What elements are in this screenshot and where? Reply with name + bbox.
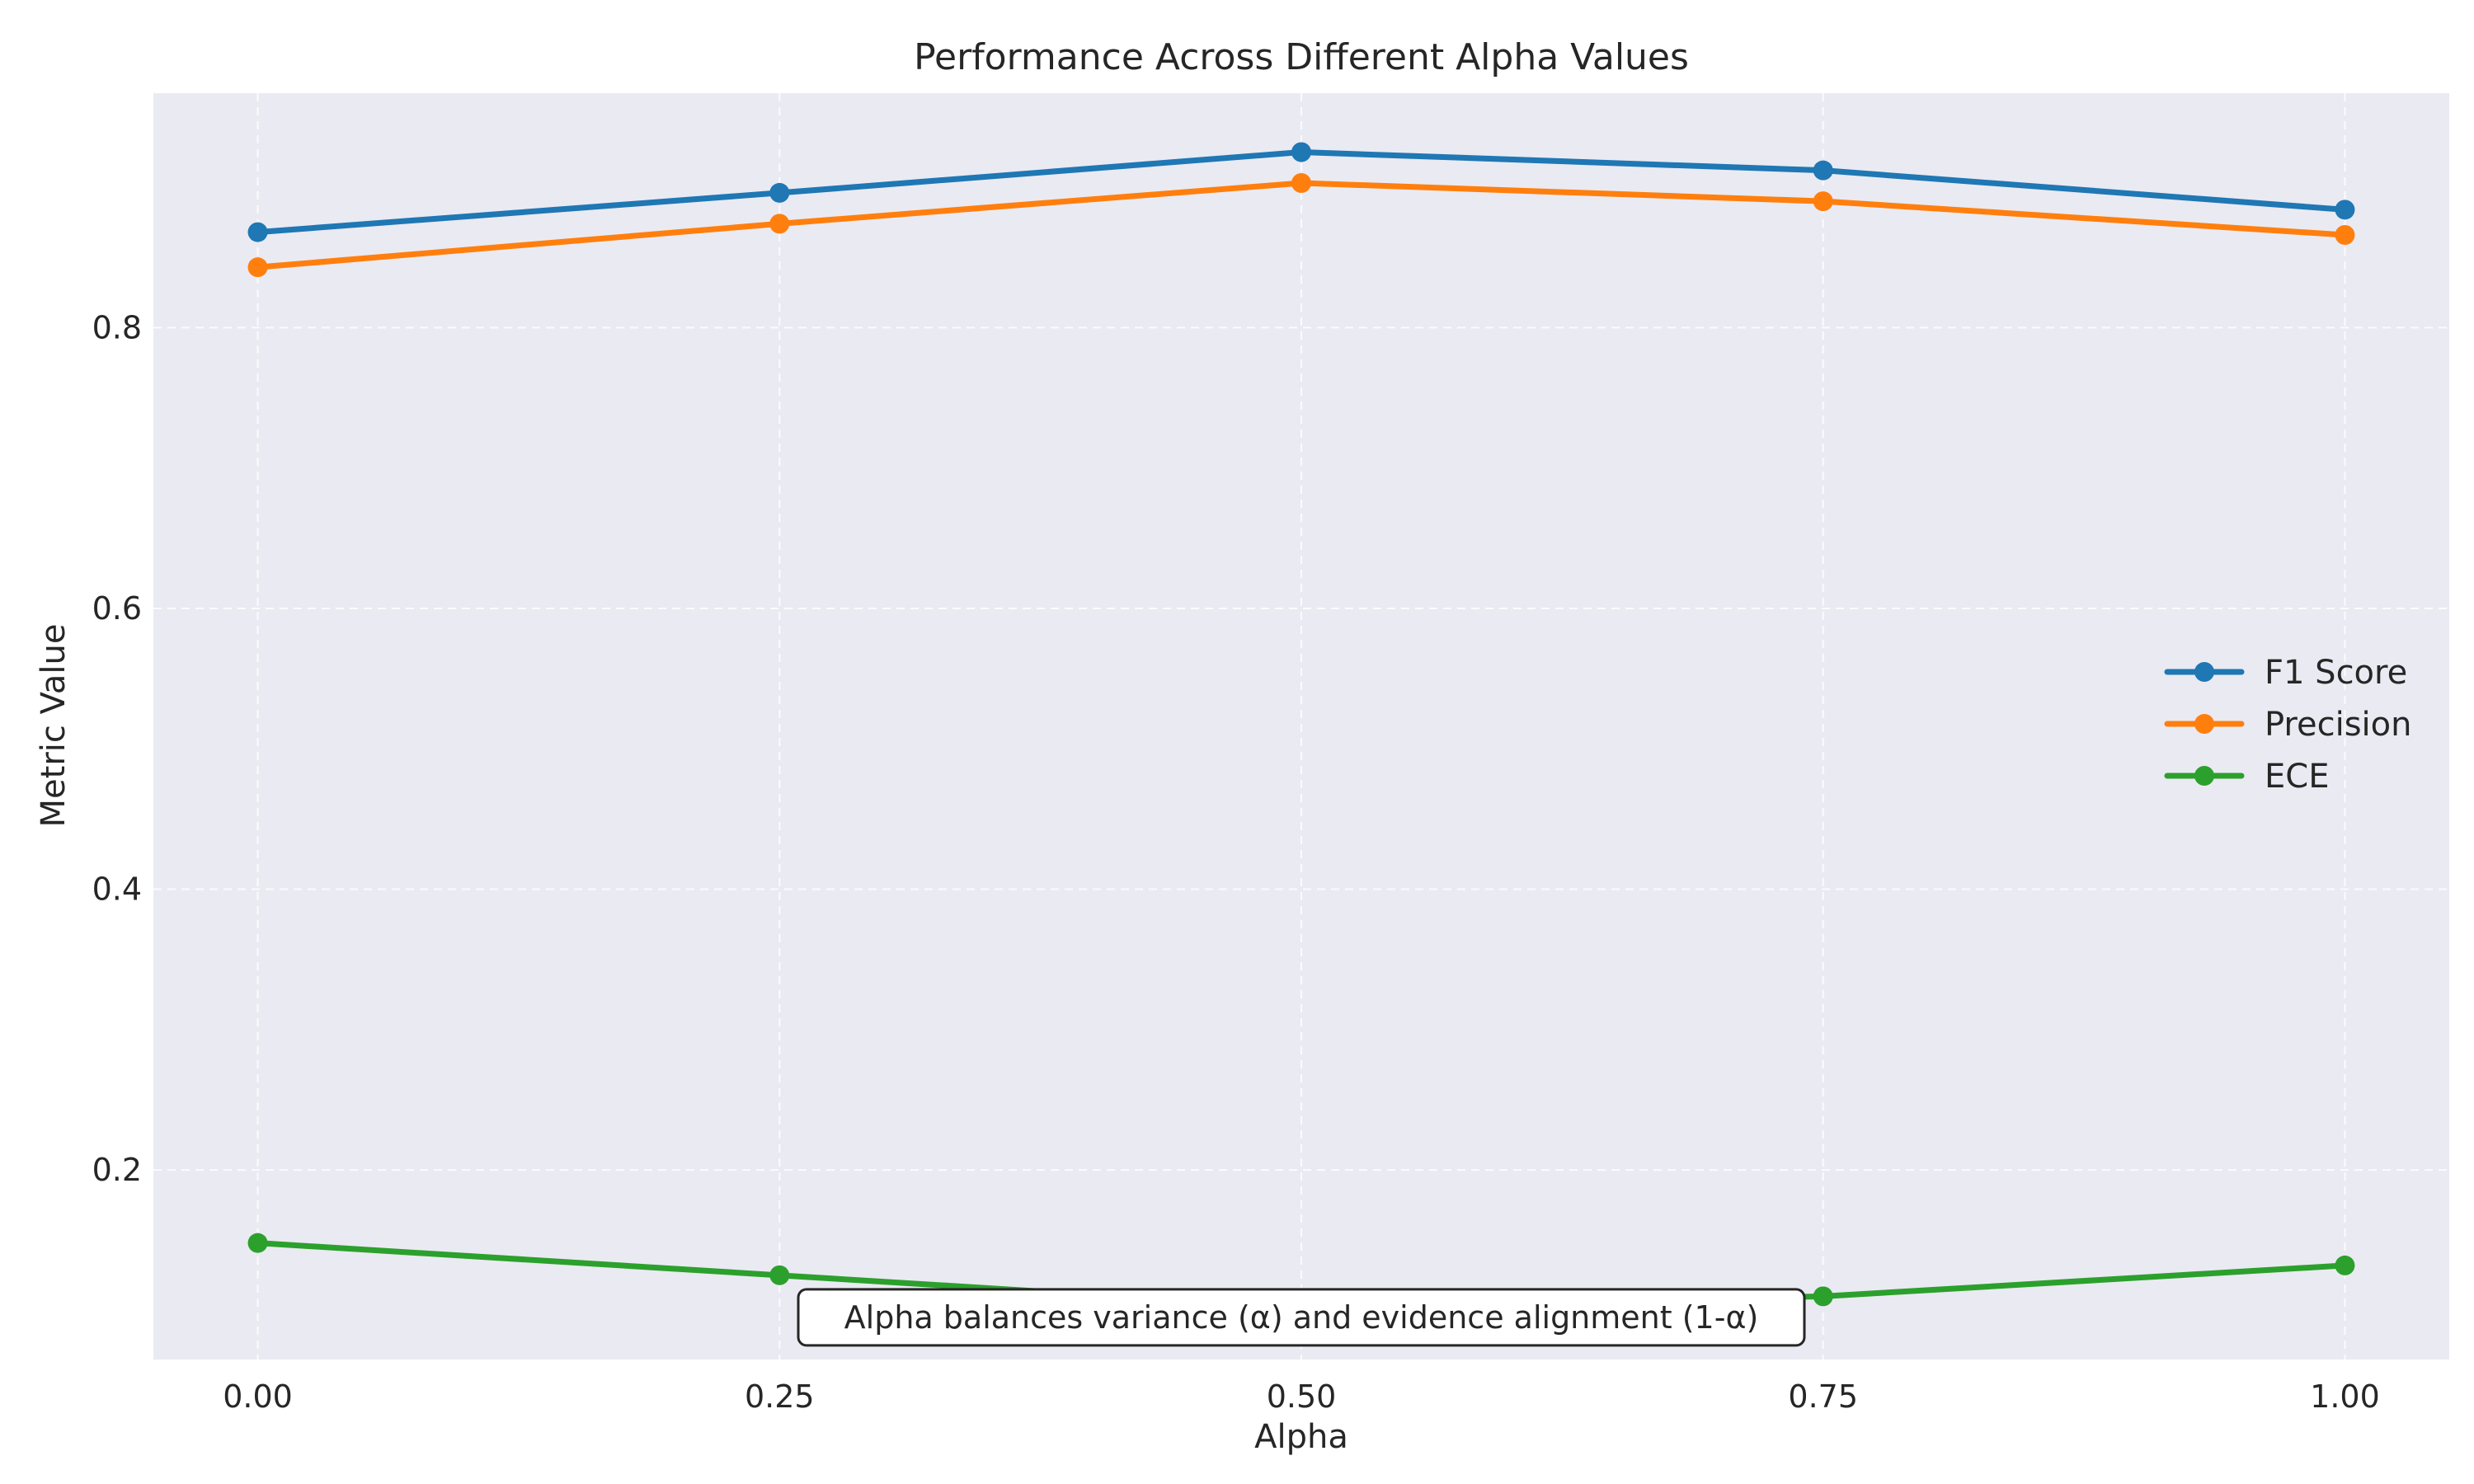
legend-marker	[2194, 766, 2214, 786]
x-tick-label: 1.00	[2310, 1378, 2380, 1415]
data-point-f1-score	[2335, 200, 2355, 220]
data-point-precision	[1813, 191, 1833, 212]
legend: F1 Score Precision ECE	[2164, 654, 2411, 796]
data-point-ece	[769, 1265, 790, 1285]
data-point-precision	[247, 257, 268, 278]
legend-item-f1-score: F1 Score	[2164, 654, 2407, 692]
legend-item-ece: ECE	[2164, 758, 2329, 796]
x-tick-label: 0.50	[1267, 1378, 1337, 1415]
y-tick-label: 0.4	[92, 871, 142, 908]
data-point-ece	[2335, 1255, 2355, 1275]
grid	[153, 93, 2449, 1360]
legend-marker	[2194, 662, 2214, 682]
chart-title: Performance Across Different Alpha Value…	[914, 36, 1689, 78]
data-point-f1-score	[1813, 160, 1833, 181]
y-tick-labels: 0.2 0.4 0.6 0.8	[92, 309, 142, 1188]
x-tick-label: 0.75	[1788, 1378, 1858, 1415]
data-point-ece	[1813, 1286, 1833, 1307]
data-point-precision	[769, 214, 790, 234]
x-tick-label: 0.00	[223, 1378, 293, 1415]
legend-marker	[2194, 714, 2214, 734]
data-point-ece	[247, 1233, 268, 1253]
x-axis-label: Alpha	[1254, 1418, 1348, 1456]
legend-item-precision: Precision	[2164, 706, 2411, 744]
y-tick-label: 0.6	[92, 590, 142, 627]
data-point-f1-score	[247, 222, 268, 242]
data-point-f1-score	[769, 182, 790, 203]
series-f1-score	[247, 142, 2355, 242]
legend-label: Precision	[2265, 706, 2411, 744]
data-point-precision	[1291, 172, 1311, 193]
annotation-box	[797, 1288, 1806, 1347]
x-tick-label: 0.25	[745, 1378, 815, 1415]
legend-label: F1 Score	[2265, 654, 2407, 692]
annotation: Alpha balances variance (α) and evidence…	[797, 1288, 1806, 1347]
data-point-f1-score	[1291, 142, 1311, 162]
legend-label: ECE	[2265, 758, 2329, 796]
y-tick-label: 0.2	[92, 1152, 142, 1188]
annotation-text: Alpha balances variance (α) and evidence…	[844, 1299, 1759, 1336]
x-tick-labels: 0.00 0.25 0.50 0.75 1.00	[223, 1378, 2380, 1415]
series-precision	[247, 172, 2355, 278]
y-tick-label: 0.8	[92, 309, 142, 345]
data-point-precision	[2335, 224, 2355, 245]
y-axis-label: Metric Value	[35, 624, 73, 828]
